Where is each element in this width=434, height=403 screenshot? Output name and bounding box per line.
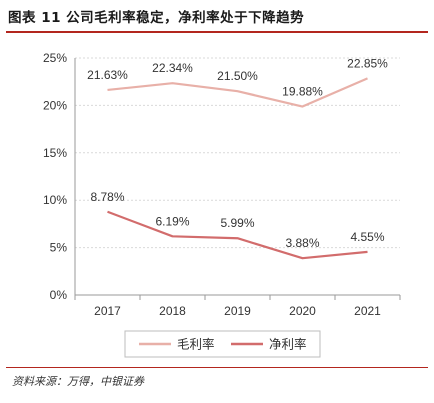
data-label: 4.55% [350,230,384,244]
data-label: 21.63% [87,68,128,82]
figure-title: 图表 11 公司毛利率稳定，净利率处于下降趋势 [8,10,305,26]
x-tick-label: 2018 [159,304,186,318]
title-rule [6,31,428,33]
y-tick-label: 25% [43,51,67,65]
legend-label-2: 净利率 [269,337,307,352]
data-label: 6.19% [155,214,189,228]
data-label: 22.34% [152,61,193,75]
y-tick-label: 5% [50,241,68,255]
data-label: 8.78% [90,190,124,204]
source-note: 资料来源：万得，中银证券 [12,375,144,388]
data-label: 19.88% [282,85,323,99]
y-tick-label: 0% [50,288,68,302]
data-label: 22.85% [347,56,388,70]
data-label: 21.50% [217,69,258,83]
data-label: 5.99% [220,216,254,230]
data-label: 3.88% [285,236,319,250]
source-rule [6,367,428,368]
y-tick-label: 20% [43,98,67,112]
y-tick-label: 10% [43,193,67,207]
chart: 0% 5% 10% 15% 20% 25% 2017 2018 2019 2020 2021 21.… [43,51,401,358]
legend-label-1: 毛利率 [177,337,215,352]
x-tick-label: 2019 [224,304,251,318]
x-tick-label: 2017 [94,304,121,318]
y-tick-label: 15% [43,146,67,160]
x-tick-label: 2020 [289,304,316,318]
x-tick-label: 2021 [354,304,381,318]
